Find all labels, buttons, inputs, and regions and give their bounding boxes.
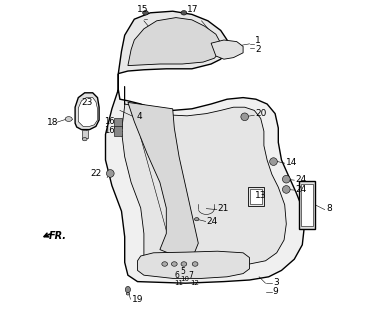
Polygon shape <box>301 184 313 226</box>
Text: 19: 19 <box>132 295 144 304</box>
Ellipse shape <box>65 117 72 122</box>
Ellipse shape <box>171 262 177 266</box>
Text: 18: 18 <box>47 118 59 127</box>
Polygon shape <box>118 11 227 74</box>
Polygon shape <box>78 98 98 126</box>
Text: 14: 14 <box>286 158 297 167</box>
Polygon shape <box>128 18 221 66</box>
Ellipse shape <box>106 170 114 177</box>
Ellipse shape <box>282 175 290 183</box>
Polygon shape <box>75 93 99 130</box>
Text: 24: 24 <box>295 175 306 184</box>
Text: 17: 17 <box>187 5 198 14</box>
Text: 8: 8 <box>326 204 332 213</box>
Text: 20: 20 <box>255 109 267 118</box>
Polygon shape <box>299 181 315 229</box>
Polygon shape <box>105 74 304 283</box>
Text: 16: 16 <box>104 117 115 126</box>
Ellipse shape <box>125 286 131 293</box>
Polygon shape <box>82 130 88 138</box>
Ellipse shape <box>282 186 290 193</box>
Ellipse shape <box>192 262 198 266</box>
Text: 3: 3 <box>273 278 279 287</box>
Text: 24: 24 <box>206 217 217 226</box>
Ellipse shape <box>181 11 187 15</box>
Ellipse shape <box>126 292 129 295</box>
Ellipse shape <box>142 11 148 15</box>
Text: 12: 12 <box>190 280 199 286</box>
Polygon shape <box>250 189 262 204</box>
Text: FR.: FR. <box>49 231 66 241</box>
Polygon shape <box>121 86 286 267</box>
Text: 23: 23 <box>82 98 93 107</box>
Polygon shape <box>114 118 121 128</box>
Text: 5: 5 <box>180 268 185 276</box>
Text: 24: 24 <box>295 185 306 194</box>
Text: 13: 13 <box>255 191 267 200</box>
Ellipse shape <box>241 113 249 121</box>
Ellipse shape <box>82 138 87 141</box>
Polygon shape <box>248 187 264 206</box>
Text: 7: 7 <box>189 271 194 280</box>
Ellipse shape <box>270 158 278 165</box>
Text: 9: 9 <box>273 287 279 296</box>
Text: 16: 16 <box>104 126 115 135</box>
Text: 22: 22 <box>90 169 101 178</box>
Text: 15: 15 <box>137 5 148 14</box>
Text: 6: 6 <box>174 271 179 280</box>
Ellipse shape <box>162 262 168 266</box>
Text: 10: 10 <box>180 276 189 282</box>
Text: 21: 21 <box>217 204 229 213</box>
Polygon shape <box>138 251 250 278</box>
Text: 1: 1 <box>255 36 261 45</box>
Ellipse shape <box>181 262 187 266</box>
Text: 11: 11 <box>174 280 183 286</box>
Polygon shape <box>114 126 121 136</box>
Text: 4: 4 <box>137 112 142 121</box>
Text: 2: 2 <box>255 45 261 54</box>
Polygon shape <box>128 102 198 259</box>
Polygon shape <box>211 40 243 59</box>
Ellipse shape <box>194 218 199 221</box>
